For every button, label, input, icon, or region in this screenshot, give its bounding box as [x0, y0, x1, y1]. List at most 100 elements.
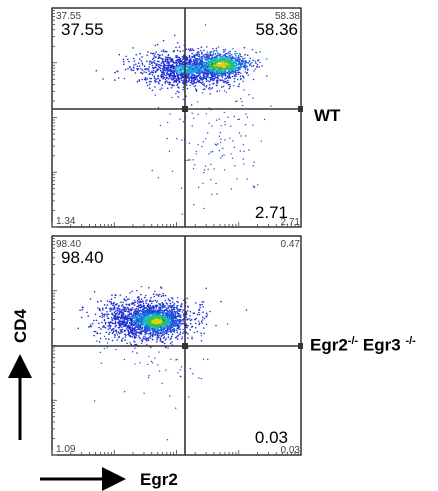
event-dot [213, 69, 215, 72]
event-dot [173, 329, 176, 331]
event-dot [193, 61, 195, 64]
event-dot [120, 330, 122, 333]
event-dot [165, 338, 167, 340]
event-dot [128, 317, 130, 320]
event-dot [220, 63, 222, 66]
event-dot [212, 63, 215, 65]
event-dot [163, 62, 165, 64]
event-dot [172, 61, 175, 64]
event-dot [178, 77, 180, 80]
event-dot [105, 331, 108, 334]
event-dot [186, 87, 189, 90]
event-dot [115, 313, 117, 315]
event-dot [228, 87, 230, 90]
event-dot [138, 301, 141, 304]
event-dot [201, 303, 204, 306]
event-dot [215, 144, 218, 146]
event-dot [170, 87, 173, 89]
event-dot [205, 72, 207, 74]
event-dot [110, 307, 112, 309]
event-dot [181, 213, 183, 215]
event-dot [237, 60, 240, 63]
event-dot [199, 303, 201, 306]
event-dot [145, 321, 148, 324]
event-dot [154, 305, 156, 308]
event-dot [202, 88, 205, 91]
event-dot [175, 62, 177, 64]
event-dot [136, 352, 138, 354]
event-dot [244, 135, 247, 137]
event-dot [233, 80, 236, 83]
event-dot [142, 338, 144, 341]
event-dot [125, 303, 128, 306]
event-dot [110, 321, 112, 323]
event-dot [179, 81, 181, 83]
event-dot [212, 73, 215, 76]
event-dot [168, 299, 171, 302]
event-dot [121, 328, 124, 331]
event-dot [162, 75, 164, 78]
event-dot [247, 74, 250, 76]
event-dot [160, 321, 162, 323]
event-dot [252, 65, 255, 67]
event-dot [94, 330, 97, 333]
event-dot [152, 324, 154, 327]
event-dot [193, 69, 196, 72]
event-dot [203, 56, 206, 58]
event-dot [110, 303, 112, 305]
event-dot [123, 325, 125, 328]
event-dot [203, 66, 206, 68]
event-dot [151, 89, 154, 92]
event-dot [213, 77, 216, 80]
event-dot [125, 296, 128, 298]
event-dot [123, 77, 126, 80]
event-dot [150, 52, 152, 54]
event-dot [148, 287, 150, 289]
event-dot [136, 328, 138, 331]
event-dot [157, 81, 160, 83]
event-dot [139, 310, 141, 312]
event-dot [200, 64, 203, 67]
event-dot [149, 316, 151, 319]
event-dot [130, 68, 132, 70]
event-dot [157, 337, 159, 339]
event-dot [126, 306, 129, 309]
event-dot [214, 143, 217, 145]
event-dot [106, 315, 108, 317]
event-dot [175, 336, 177, 339]
event-dot [142, 302, 145, 305]
event-dot [239, 75, 242, 77]
event-dot [179, 118, 181, 120]
event-dot [200, 79, 202, 81]
event-dot [222, 62, 225, 65]
event-dot [252, 185, 255, 187]
event-dot [174, 76, 176, 79]
event-dot [123, 316, 125, 319]
event-dot [122, 337, 124, 340]
event-dot [148, 310, 150, 313]
event-dot [115, 310, 117, 313]
event-dot [217, 46, 220, 48]
event-dot [193, 80, 195, 82]
event-dot [126, 342, 128, 345]
event-dot [194, 85, 197, 87]
event-dot [114, 322, 117, 325]
event-dot [179, 322, 181, 325]
event-dot [116, 309, 118, 311]
event-dot [140, 328, 143, 330]
event-dot [172, 298, 174, 300]
event-dot [227, 53, 229, 55]
event-dot [101, 314, 104, 317]
event-dot [159, 337, 161, 339]
event-dot [147, 315, 149, 317]
event-dot [171, 335, 173, 338]
event-dot [189, 314, 191, 317]
event-dot [227, 79, 229, 82]
event-dot [170, 329, 173, 332]
event-dot [165, 369, 167, 371]
event-dot [156, 333, 159, 335]
event-dot [196, 62, 199, 65]
event-dot [129, 322, 131, 325]
event-dot [203, 83, 206, 85]
event-dot [96, 340, 98, 342]
